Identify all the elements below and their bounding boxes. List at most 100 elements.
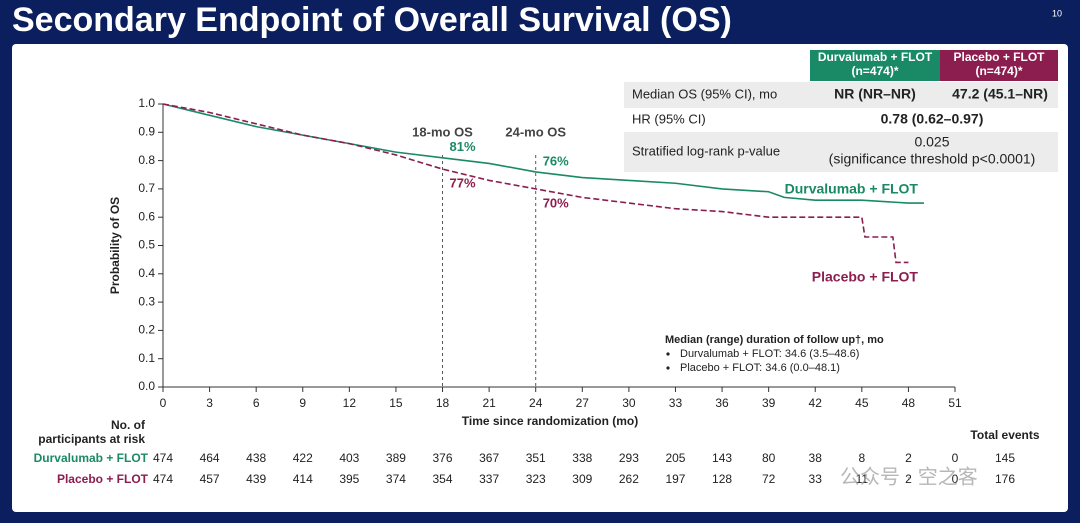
risk-count: 376 bbox=[433, 451, 453, 465]
risk-count: 33 bbox=[809, 472, 823, 486]
table-header-text: (n=474)* bbox=[975, 64, 1022, 78]
risk-count: 323 bbox=[526, 472, 546, 486]
risk-count: 309 bbox=[572, 472, 592, 486]
table-header-cell bbox=[810, 50, 940, 81]
y-tick-label: 0.6 bbox=[138, 209, 155, 223]
y-tick-label: 0.8 bbox=[138, 153, 155, 167]
risk-count: 374 bbox=[386, 472, 406, 486]
table-row bbox=[624, 132, 1058, 172]
risk-total: 145 bbox=[995, 451, 1015, 465]
risk-count: 11 bbox=[856, 472, 869, 486]
x-tick-label: 0 bbox=[160, 396, 167, 410]
landmark-label: 18-mo OS bbox=[412, 124, 473, 139]
risk-count: 38 bbox=[809, 451, 823, 465]
risk-total-label: Total events bbox=[970, 428, 1039, 442]
y-tick-label: 0.0 bbox=[138, 379, 155, 393]
risk-count: 457 bbox=[200, 472, 220, 486]
table-row-label: Median OS (95% CI), mo bbox=[632, 86, 777, 101]
risk-count: 197 bbox=[665, 472, 685, 486]
risk-count: 337 bbox=[479, 472, 499, 486]
bullet bbox=[666, 366, 670, 370]
x-tick-label: 51 bbox=[948, 396, 962, 410]
table-cell: 0.025 bbox=[914, 134, 949, 150]
table-header-text: (n=474)* bbox=[851, 64, 898, 78]
x-tick-label: 45 bbox=[855, 396, 869, 410]
x-tick-label: 9 bbox=[299, 396, 306, 410]
follow-up-item: Placebo + FLOT: 34.6 (0.0–48.1) bbox=[680, 362, 840, 374]
risk-count: 395 bbox=[339, 472, 359, 486]
x-tick-label: 21 bbox=[482, 396, 496, 410]
y-tick-label: 0.3 bbox=[138, 294, 155, 308]
table-cell: NR (NR–NR) bbox=[834, 86, 916, 102]
watermark: 公众号 · 空之客 bbox=[840, 465, 978, 488]
y-tick-label: 0.1 bbox=[138, 351, 155, 365]
risk-count: 143 bbox=[712, 451, 732, 465]
risk-count: 338 bbox=[572, 451, 592, 465]
follow-up-title: Median (range) duration of follow up†, m… bbox=[665, 334, 884, 346]
table-row bbox=[624, 108, 1058, 132]
x-tick-label: 12 bbox=[343, 396, 357, 410]
survival-curve bbox=[162, 103, 924, 204]
risk-count: 2 bbox=[905, 472, 912, 486]
risk-count: 354 bbox=[433, 472, 453, 486]
risk-count: 403 bbox=[339, 451, 359, 465]
x-tick-label: 24 bbox=[529, 396, 543, 410]
landmark-value: 76% bbox=[543, 153, 569, 168]
x-tick-label: 3 bbox=[206, 396, 213, 410]
x-tick-label: 15 bbox=[389, 396, 403, 410]
landmark-label: 24-mo OS bbox=[505, 124, 566, 139]
risk-count: 474 bbox=[153, 472, 173, 486]
risk-total: 176 bbox=[995, 472, 1015, 486]
table-cell: 0.78 (0.62–0.97) bbox=[881, 111, 984, 127]
table-header-cell bbox=[940, 50, 1058, 81]
x-tick-label: 33 bbox=[669, 396, 683, 410]
y-tick-label: 1.0 bbox=[138, 96, 155, 110]
survival-curve bbox=[162, 103, 909, 264]
risk-count: 205 bbox=[665, 451, 685, 465]
risk-count: 72 bbox=[762, 472, 776, 486]
risk-count: 0 bbox=[952, 472, 959, 486]
risk-title: No. of bbox=[111, 418, 146, 432]
risk-count: 8 bbox=[858, 451, 865, 465]
risk-count: 474 bbox=[153, 451, 173, 465]
risk-title: participants at risk bbox=[38, 432, 145, 446]
risk-count: 262 bbox=[619, 472, 639, 486]
risk-count: 367 bbox=[479, 451, 499, 465]
risk-row-label: Durvalumab + FLOT bbox=[34, 451, 149, 465]
bullet bbox=[666, 352, 670, 356]
landmark-value: 70% bbox=[543, 195, 569, 210]
y-axis-label: Probability of OS bbox=[108, 197, 122, 294]
x-tick-label: 30 bbox=[622, 396, 636, 410]
table-cell: 47.2 (45.1–NR) bbox=[952, 86, 1048, 102]
y-tick-label: 0.4 bbox=[138, 266, 155, 280]
table-row-label: HR (95% CI) bbox=[632, 111, 706, 126]
y-tick-label: 0.5 bbox=[138, 238, 155, 252]
series-label: Placebo + FLOT bbox=[812, 269, 919, 285]
landmark-value: 81% bbox=[450, 139, 476, 154]
landmark-value: 77% bbox=[450, 176, 476, 191]
x-tick-label: 48 bbox=[902, 396, 916, 410]
table-cell: (significance threshold p<0.0001) bbox=[829, 151, 1036, 167]
risk-count: 351 bbox=[526, 451, 546, 465]
x-tick-label: 36 bbox=[715, 396, 729, 410]
y-tick-label: 0.9 bbox=[138, 124, 155, 138]
risk-count: 2 bbox=[905, 451, 912, 465]
series-label: Durvalumab + FLOT bbox=[785, 181, 919, 197]
x-tick-label: 39 bbox=[762, 396, 776, 410]
table-row bbox=[624, 82, 1058, 108]
risk-count: 439 bbox=[246, 472, 266, 486]
risk-count: 389 bbox=[386, 451, 406, 465]
risk-count: 438 bbox=[246, 451, 266, 465]
risk-count: 414 bbox=[293, 472, 313, 486]
risk-count: 464 bbox=[200, 451, 220, 465]
x-tick-label: 42 bbox=[809, 396, 823, 410]
page-number: 10 bbox=[1052, 8, 1062, 18]
risk-count: 422 bbox=[293, 451, 313, 465]
risk-count: 0 bbox=[952, 451, 959, 465]
risk-row-label: Placebo + FLOT bbox=[57, 472, 149, 486]
table-header-text: Placebo + FLOT bbox=[953, 50, 1045, 64]
y-tick-label: 0.7 bbox=[138, 181, 155, 195]
x-tick-label: 27 bbox=[576, 396, 590, 410]
y-tick-label: 0.2 bbox=[138, 323, 155, 337]
